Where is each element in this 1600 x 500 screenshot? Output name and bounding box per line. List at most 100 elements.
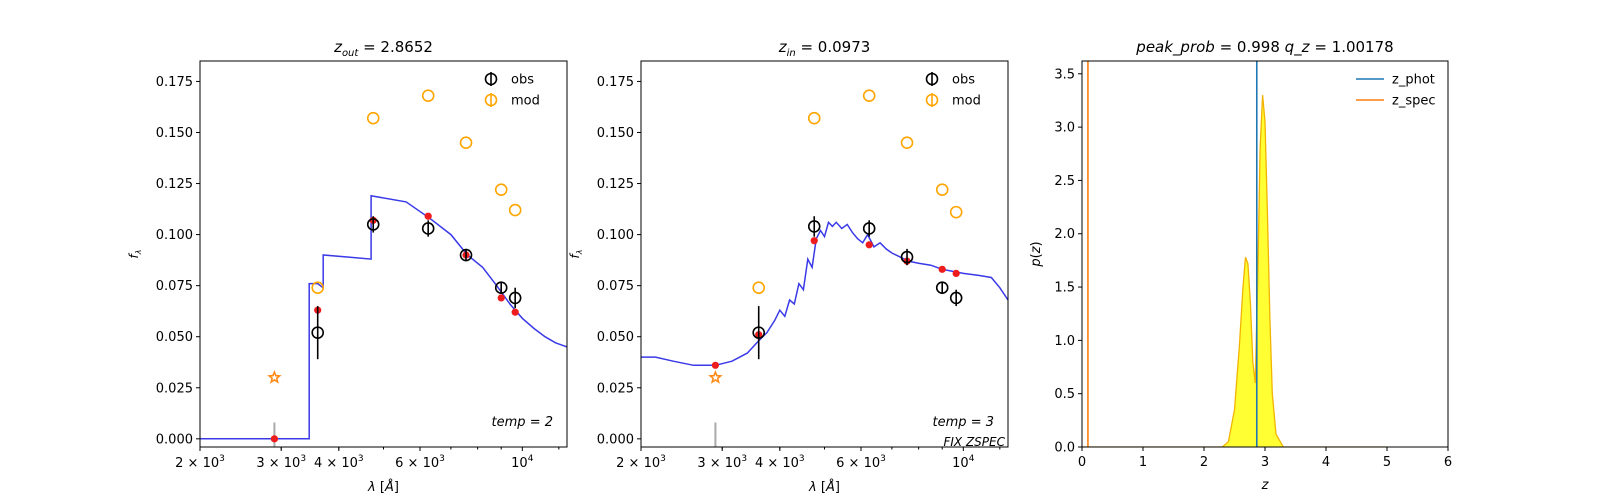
model-point xyxy=(810,237,818,245)
y-tick-label: 0.150 xyxy=(597,126,634,141)
legend-label-mod: mod xyxy=(952,94,981,109)
y-tick-label: 1.5 xyxy=(1054,281,1075,296)
x-axis-label: λ [Å] xyxy=(367,479,399,495)
x-tick-label: 104 xyxy=(952,454,975,471)
plot-area xyxy=(1082,61,1387,447)
panel-sed-left: 0.000 0.025 0.050 0.075 0.100 0.125 0.150 0.175… xyxy=(127,38,568,495)
obs-point xyxy=(900,250,914,264)
mod-point xyxy=(459,136,473,149)
ir-star-point xyxy=(708,369,723,384)
y-tick-label: 2.5 xyxy=(1054,174,1075,189)
legend-marker-obs xyxy=(484,72,498,86)
mod-point xyxy=(366,111,380,125)
x-tick-label: 6 × 103 xyxy=(395,454,445,471)
chart-title: peak_prob = 0.998 q_z = 1.00178 xyxy=(1135,38,1393,57)
y-axis: 0.0 0.5 1.0 1.5 2.0 2.5 3.0 3.5 xyxy=(1054,67,1082,456)
y-axis: 0.000 0.025 0.050 0.075 0.100 0.125 0.150 0.175 xyxy=(597,75,641,447)
obs-point xyxy=(459,248,473,262)
annotation-temp: temp = 2 xyxy=(492,415,553,430)
x-tick-label: 3 × 103 xyxy=(697,454,747,471)
x-tick-label: 1 xyxy=(1139,455,1147,470)
legend: z_phot z_spec xyxy=(1356,73,1436,109)
x-axis: 2 × 103 3 × 103 4 × 103 6 × 103 104 xyxy=(616,447,1001,471)
legend-label-z_phot: z_phot xyxy=(1392,73,1435,88)
legend-label-mod: mod xyxy=(511,94,540,109)
mod-point xyxy=(752,281,766,294)
obs-point xyxy=(949,291,963,305)
y-tick-label: 1.0 xyxy=(1054,334,1075,349)
axes-frame xyxy=(640,60,1009,448)
legend-label-obs: obs xyxy=(511,73,534,88)
x-tick-label: 0 xyxy=(1078,455,1086,470)
pdz-curve xyxy=(1082,95,1387,447)
mod-point xyxy=(900,136,914,149)
model-point xyxy=(711,361,720,369)
legend: obs mod xyxy=(484,72,540,109)
y-axis: 0.000 0.025 0.050 0.075 0.100 0.125 0.150 0.175 xyxy=(156,75,200,447)
model-point xyxy=(511,308,519,316)
y-tick-label: 0.150 xyxy=(156,126,193,141)
x-tick-label: 2 × 103 xyxy=(175,454,225,471)
legend-marker-obs xyxy=(925,72,939,86)
obs-point xyxy=(508,291,522,305)
annotation-fix-zspec: FIX ZSPEC xyxy=(943,435,1005,449)
x-tick-label: 6 xyxy=(1444,455,1452,470)
obs-point xyxy=(366,218,380,231)
chart-title: zout = 2.8652 xyxy=(333,38,433,59)
model-point xyxy=(938,265,946,273)
sed-line xyxy=(200,194,567,440)
x-tick-label: 3 xyxy=(1261,455,1269,470)
obs-point xyxy=(421,222,435,235)
y-tick-label: 0.100 xyxy=(156,228,193,243)
y-tick-label: 3.5 xyxy=(1054,67,1075,82)
y-tick-label: 0.075 xyxy=(597,279,634,294)
y-tick-label: 3.0 xyxy=(1054,121,1075,136)
obs-point xyxy=(862,222,876,235)
mod-point xyxy=(949,205,963,219)
x-axis: 2 × 103 3 × 103 4 × 103 6 × 103 104 xyxy=(175,447,560,471)
y-axis-label: p(z) xyxy=(1029,241,1044,267)
y-tick-label: 0.050 xyxy=(156,330,193,345)
model-point xyxy=(497,294,505,302)
mod-point xyxy=(508,203,522,217)
y-axis-label: fλ xyxy=(127,250,143,259)
model-point xyxy=(952,269,960,278)
y-axis-label: fλ xyxy=(568,250,584,259)
pdz-fill xyxy=(1082,95,1387,447)
y-tick-label: 0.0 xyxy=(1054,441,1075,456)
x-axis: 0 1 2 3 4 5 6 xyxy=(1078,447,1452,470)
y-tick-label: 0.025 xyxy=(597,381,634,396)
y-tick-label: 0.125 xyxy=(156,177,193,192)
axes-frame xyxy=(199,60,568,448)
model-point xyxy=(865,241,873,249)
legend-marker-mod xyxy=(484,93,498,107)
y-tick-label: 0.5 xyxy=(1054,387,1075,402)
obs-point xyxy=(935,281,949,294)
y-tick-label: 0.000 xyxy=(156,432,193,447)
obs-point xyxy=(807,220,821,233)
legend: obs mod xyxy=(925,72,981,109)
legend-label-z_spec: z_spec xyxy=(1392,94,1436,109)
ir-star-point xyxy=(267,369,282,384)
y-tick-label: 0.075 xyxy=(156,279,193,294)
x-tick-label: 2 × 103 xyxy=(616,454,666,471)
y-tick-label: 0.000 xyxy=(597,432,634,447)
obs-point xyxy=(752,326,766,339)
model-point xyxy=(424,212,432,220)
y-tick-label: 0.175 xyxy=(597,75,634,90)
x-tick-label: 3 × 103 xyxy=(256,454,306,471)
y-tick-label: 0.125 xyxy=(597,177,634,192)
obs-point xyxy=(494,281,508,294)
x-tick-label: 5 xyxy=(1383,455,1391,470)
obs-point xyxy=(311,326,325,339)
x-tick-label: 6 × 103 xyxy=(836,454,886,471)
panel-pdz: 0.0 0.5 1.0 1.5 2.0 2.5 3.0 3.5 0 1 2 3 4 5 6 z p(z) peak… xyxy=(1029,38,1452,493)
panel-sed-mid: 0.000 0.025 0.050 0.075 0.100 0.125 0.150 0.175… xyxy=(568,38,1009,495)
mod-point xyxy=(494,183,508,196)
plot-area xyxy=(200,89,567,447)
legend-marker-mod xyxy=(925,93,939,107)
model-point xyxy=(270,435,279,443)
x-tick-label: 2 xyxy=(1200,455,1208,470)
mod-point xyxy=(421,89,435,103)
